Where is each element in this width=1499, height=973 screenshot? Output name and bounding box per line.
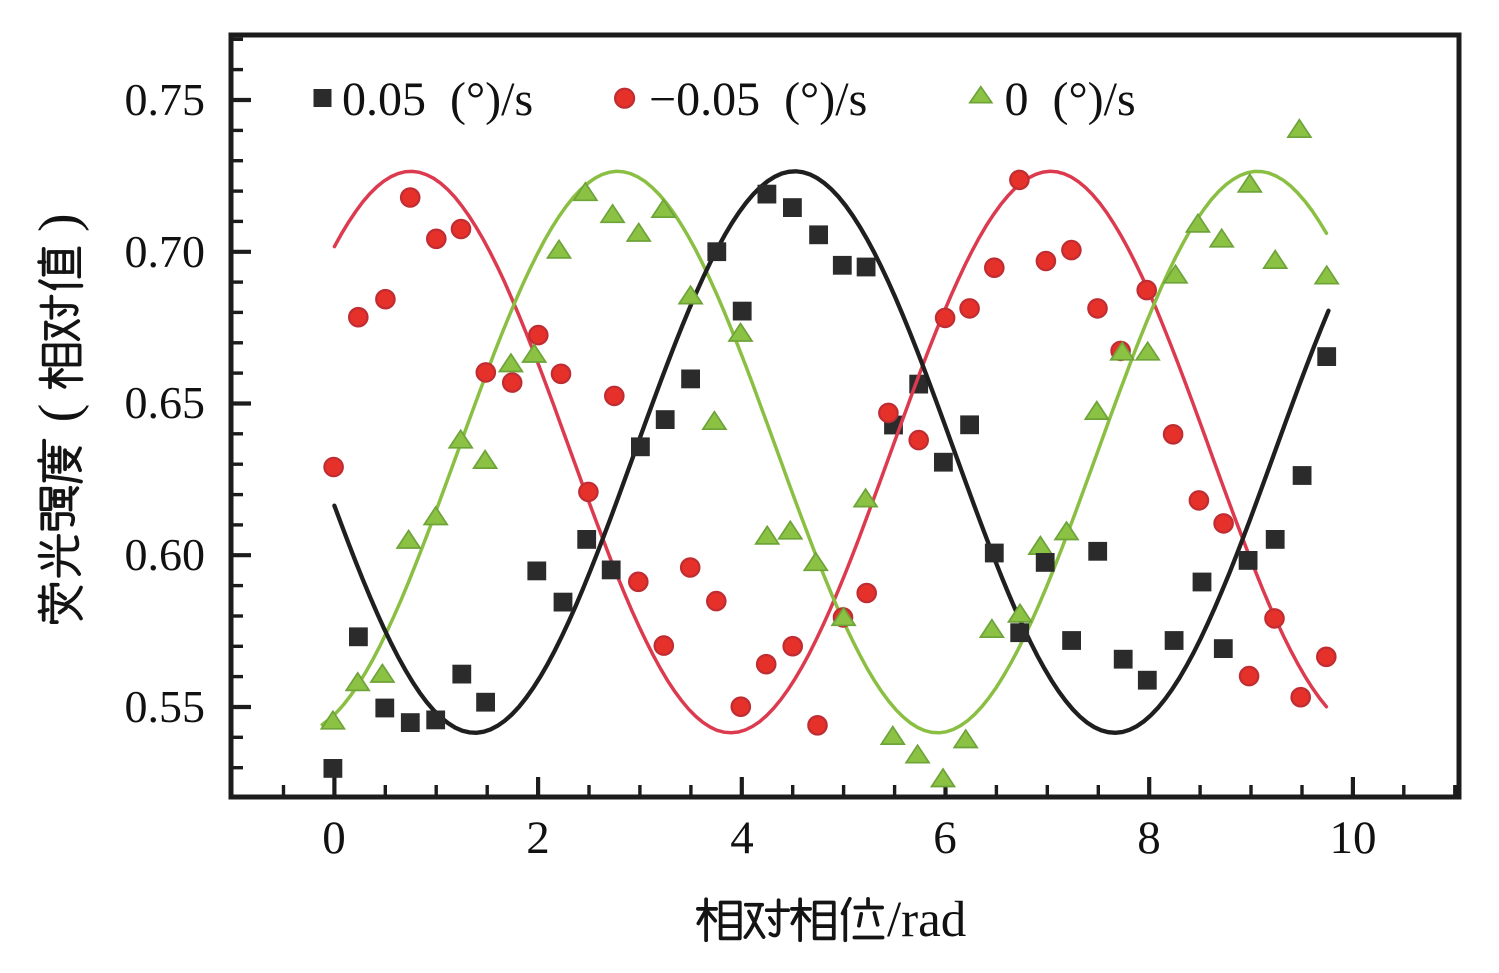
svg-text:8: 8 <box>1137 812 1161 864</box>
svg-text:0: 0 <box>322 812 346 864</box>
svg-text:6: 6 <box>933 812 957 864</box>
svg-text:): ) <box>28 213 90 232</box>
svg-text:0 (°)/s: 0 (°)/s <box>1005 73 1136 126</box>
svg-text:0.70: 0.70 <box>125 226 206 277</box>
svg-text:−0.05 (°)/s: −0.05 (°)/s <box>649 73 867 126</box>
svg-text:2: 2 <box>526 812 550 864</box>
svg-text:/rad: /rad <box>887 892 966 948</box>
svg-text:4: 4 <box>730 812 754 864</box>
svg-text:(: ( <box>28 404 90 423</box>
svg-text:0.60: 0.60 <box>125 529 206 580</box>
svg-text:0.65: 0.65 <box>125 377 206 428</box>
svg-text:0.05 (°)/s: 0.05 (°)/s <box>342 73 533 126</box>
svg-text:0.75: 0.75 <box>125 74 206 125</box>
svg-text:0.55: 0.55 <box>125 681 206 732</box>
svg-text:10: 10 <box>1330 812 1377 864</box>
